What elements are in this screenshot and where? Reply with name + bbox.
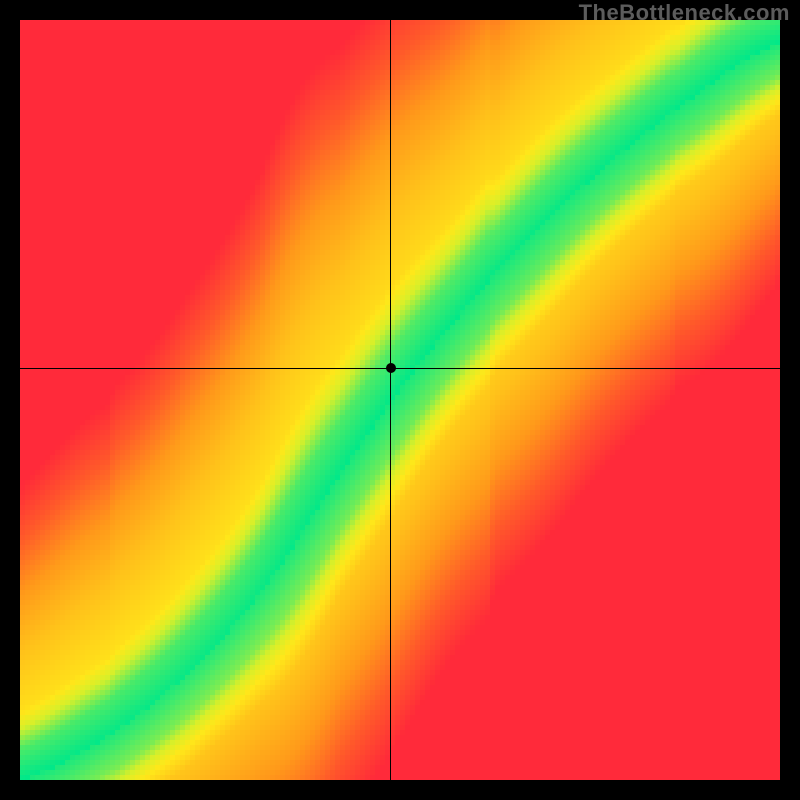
watermark-text: TheBottleneck.com bbox=[579, 0, 790, 26]
crosshair-horizontal bbox=[20, 368, 780, 369]
bottleneck-heatmap bbox=[0, 0, 800, 800]
bottleneck-heatmap-container: TheBottleneck.com bbox=[0, 0, 800, 800]
crosshair-marker-dot bbox=[386, 363, 396, 373]
crosshair-vertical bbox=[390, 20, 391, 780]
